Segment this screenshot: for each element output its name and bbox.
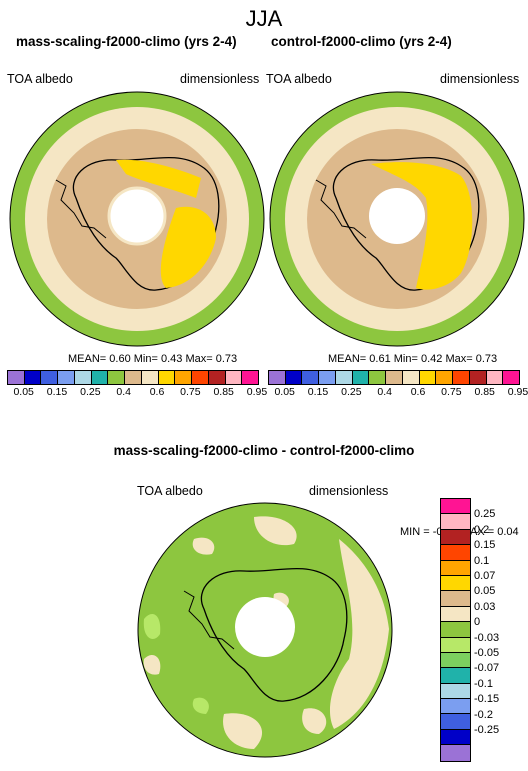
panel-1-colorbar-tick-label: 0.05 — [13, 386, 34, 398]
panel-1-colorbar-swatch — [58, 371, 75, 384]
panel-2-colorbar-swatch — [402, 371, 420, 384]
panel-1-colorbar-swatch — [8, 371, 25, 384]
panel-2-colorbar-swatch — [486, 371, 504, 384]
panel-2-colorbar-swatch — [352, 371, 370, 384]
panel-2-colorbar-swatch — [386, 371, 403, 384]
panel-2-colorbar-tick-label: 0.25 — [341, 386, 362, 398]
diff-variable: TOA albedo — [137, 484, 203, 498]
diff-colorbar-swatch — [441, 560, 470, 576]
diff-colorbar-tick-label: 0.1 — [474, 554, 490, 567]
diff-colorbar-swatch — [441, 683, 470, 700]
panel-2-colorbar-swatch — [503, 371, 520, 384]
panel-1-colorbar-tick-label: 0.95 — [246, 386, 268, 398]
panel-2-colorbar-swatch — [319, 371, 336, 384]
panel-1-variable: TOA albedo — [7, 72, 73, 86]
panel-2-colorbar-swatch — [302, 371, 320, 384]
panel-2-variable: TOA albedo — [266, 72, 332, 86]
diff-colorbar-swatch — [441, 699, 470, 715]
diff-colorbar-swatch — [441, 622, 470, 638]
panel-1-title: mass-scaling-f2000-climo (yrs 2-4) — [16, 34, 237, 49]
panel-1-colorbar-swatch — [175, 371, 193, 384]
diff-colorbar-tick-label: 0.07 — [474, 570, 496, 582]
diff-colorbar-tick-label: -0.15 — [474, 693, 500, 706]
panel-1-colorbar-swatch — [74, 371, 92, 384]
diff-colorbar-swatch — [441, 545, 470, 561]
panel-1-colorbar-swatch — [125, 371, 142, 384]
panel-2-colorbar-tick-label: 0.05 — [274, 386, 295, 398]
panel-1-colorbar-tick-label: 0.4 — [116, 386, 131, 398]
panel-2-colorbar-tick-label: 0.85 — [474, 386, 495, 398]
diff-colorbar-swatch — [441, 745, 470, 761]
panel-1-units: dimensionless — [180, 72, 260, 86]
diff-colorbar-swatch — [441, 529, 470, 546]
panel-1-colorbar — [7, 370, 259, 385]
diff-units: dimensionless — [309, 484, 389, 498]
diff-title: mass-scaling-f2000-climo - control-f2000… — [113, 443, 415, 458]
diff-colorbar-swatch — [441, 591, 470, 607]
panel-1-colorbar-swatch — [41, 371, 59, 384]
panel-2-colorbar-tick-label: 0.15 — [307, 386, 329, 398]
panel-2-colorbar-tick-label: 0.6 — [410, 386, 426, 398]
diff-colorbar-tick-label: 0.15 — [474, 539, 496, 552]
panel-1-colorbar-swatch — [108, 371, 126, 384]
diff-colorbar-tick-label: -0.03 — [474, 631, 500, 644]
diff-colorbar-tick-label: -0.25 — [474, 724, 500, 736]
diff-colorbar-tick-label: 0.2 — [474, 523, 490, 536]
panel-1-colorbar-swatch — [208, 371, 226, 384]
panel-1-stats: MEAN= 0.60 Min= 0.43 Max= 0.73 — [68, 353, 238, 365]
panel-1-colorbar-swatch — [242, 371, 259, 384]
diff-map — [137, 502, 393, 758]
panel-2-colorbar-swatch — [419, 371, 437, 384]
panel-1-colorbar-tick-label: 0.15 — [46, 386, 68, 398]
panel-2-colorbar-tick-label: 0.4 — [377, 386, 392, 398]
panel-1-colorbar-swatch — [141, 371, 159, 384]
panel-2-colorbar-swatch — [453, 371, 470, 384]
diff-colorbar-swatch — [441, 514, 470, 530]
diff-colorbar-tick-label: -0.07 — [474, 662, 500, 675]
diff-colorbar-tick-label: 0.25 — [474, 508, 496, 521]
panel-2-colorbar-swatch — [469, 371, 487, 384]
diff-colorbar-swatch — [441, 575, 470, 592]
panel-2-title: control-f2000-climo (yrs 2-4) — [271, 34, 452, 49]
panel-1-colorbar-swatch — [91, 371, 109, 384]
diff-colorbar — [440, 498, 471, 762]
panel-1-colorbar-tick-label: 0.6 — [149, 386, 165, 398]
diff-colorbar-swatch — [441, 652, 470, 669]
panel-2-colorbar-swatch — [335, 371, 353, 384]
panel-1-colorbar-tick-label: 0.75 — [180, 386, 201, 398]
panel-2-colorbar-swatch — [285, 371, 303, 384]
panel-1-colorbar-swatch — [225, 371, 243, 384]
panel-1-colorbar-tick-label: 0.25 — [80, 386, 101, 398]
diff-colorbar-tick-label: 0.05 — [474, 585, 496, 598]
panel-1-colorbar-labels: 0.05 0.15 0.25 0.4 0.6 0.75 0.85 0.95 — [7, 386, 267, 400]
panel-1-map — [9, 91, 265, 347]
panel-1-colorbar-swatch — [192, 371, 209, 384]
diff-colorbar-tick-label: 0 — [474, 616, 481, 629]
panel-2-colorbar-tick-label: 0.75 — [441, 386, 462, 398]
diff-colorbar-tick-label: -0.1 — [474, 677, 493, 690]
diff-colorbar-tick-label: -0.05 — [474, 647, 500, 659]
panel-2-units: dimensionless — [440, 72, 520, 86]
diff-colorbar-swatch — [441, 499, 470, 515]
panel-2-colorbar-swatch — [369, 371, 387, 384]
panel-1-colorbar-swatch — [158, 371, 176, 384]
panel-2-colorbar-tick-label: 0.95 — [507, 386, 528, 398]
diff-colorbar-tick-label: 0.03 — [474, 600, 496, 613]
panel-1-colorbar-tick-label: 0.85 — [213, 386, 234, 398]
panel-2-stats: MEAN= 0.61 Min= 0.42 Max= 0.73 — [328, 353, 498, 365]
diff-colorbar-labels: 0.25 0.2 0.15 0.1 0.07 0.05 0.03 0 -0.03 -0.05 -0.… — [474, 498, 524, 763]
diff-colorbar-swatch — [441, 668, 470, 684]
panel-2-colorbar-swatch — [269, 371, 286, 384]
panel-2-colorbar-swatch — [436, 371, 454, 384]
diff-colorbar-swatch — [441, 637, 470, 653]
diff-colorbar-swatch — [441, 606, 470, 623]
panel-2-colorbar-labels: 0.05 0.15 0.25 0.4 0.6 0.75 0.85 0.95 — [268, 386, 528, 400]
panel-2-colorbar — [268, 370, 520, 385]
panel-1-colorbar-swatch — [24, 371, 42, 384]
panel-2-map — [269, 91, 525, 347]
diff-colorbar-tick-label: -0.2 — [474, 708, 493, 721]
diff-colorbar-swatch — [441, 729, 470, 746]
diff-colorbar-swatch — [441, 714, 470, 730]
page-title: JJA — [245, 6, 283, 31]
